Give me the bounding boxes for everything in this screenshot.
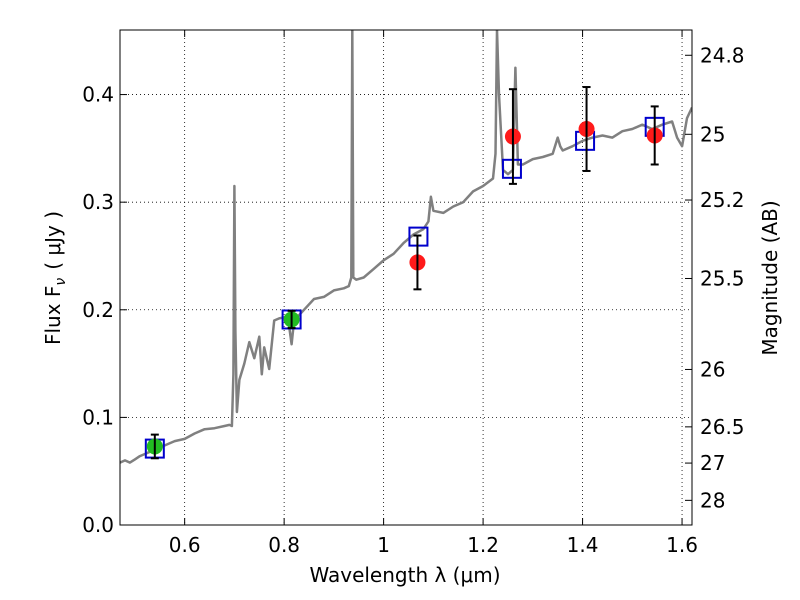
spectrum-line bbox=[120, 30, 692, 464]
x-axis-label: Wavelength λ (μm) bbox=[309, 563, 500, 587]
y2-tick-label: 26.5 bbox=[700, 415, 745, 439]
y-axis-label-main: Flux F bbox=[41, 286, 65, 345]
x-tick-label: 0.6 bbox=[169, 533, 201, 557]
y2-tick-label: 27 bbox=[700, 451, 725, 475]
y-axis-label-sub: ν bbox=[53, 278, 69, 286]
axis-ticks: 0.6 0.8 1 1.2 1.4 1.6 0.0 0.1 0.2 0.3 0.4 24.8 25 25.… bbox=[82, 30, 745, 557]
y2-tick-label: 25.5 bbox=[700, 266, 745, 290]
x-tick-label: 1 bbox=[377, 533, 390, 557]
plot-frame bbox=[119, 29, 693, 526]
plot-area bbox=[120, 30, 692, 464]
svg-text:Flux Fν( μJy ): Flux Fν ( μJy ) bbox=[41, 211, 69, 345]
y-tick-label: 0.3 bbox=[82, 190, 114, 214]
y2-tick-label: 25 bbox=[700, 122, 725, 146]
y2-axis-label: Magnitude (AB) bbox=[758, 200, 782, 355]
y-axis-label: Flux Fν ( μJy ) bbox=[41, 211, 69, 345]
y2-tick-label: 25.2 bbox=[700, 188, 745, 212]
y-axis-label-unit: ( μJy ) bbox=[41, 211, 65, 270]
x-tick-label: 0.8 bbox=[268, 533, 300, 557]
x-tick-label: 1.6 bbox=[666, 533, 698, 557]
y2-tick-label: 26 bbox=[700, 357, 725, 381]
y2-tick-label: 28 bbox=[700, 488, 725, 512]
y-tick-label: 0.0 bbox=[82, 513, 114, 537]
x-tick-label: 1.2 bbox=[467, 533, 499, 557]
y-tick-label: 0.1 bbox=[82, 405, 114, 429]
x-tick-label: 1.4 bbox=[567, 533, 599, 557]
y-tick-label: 0.4 bbox=[82, 83, 114, 107]
grid-lines bbox=[120, 30, 692, 525]
y-tick-label: 0.2 bbox=[82, 298, 114, 322]
y2-tick-label: 24.8 bbox=[700, 43, 745, 67]
